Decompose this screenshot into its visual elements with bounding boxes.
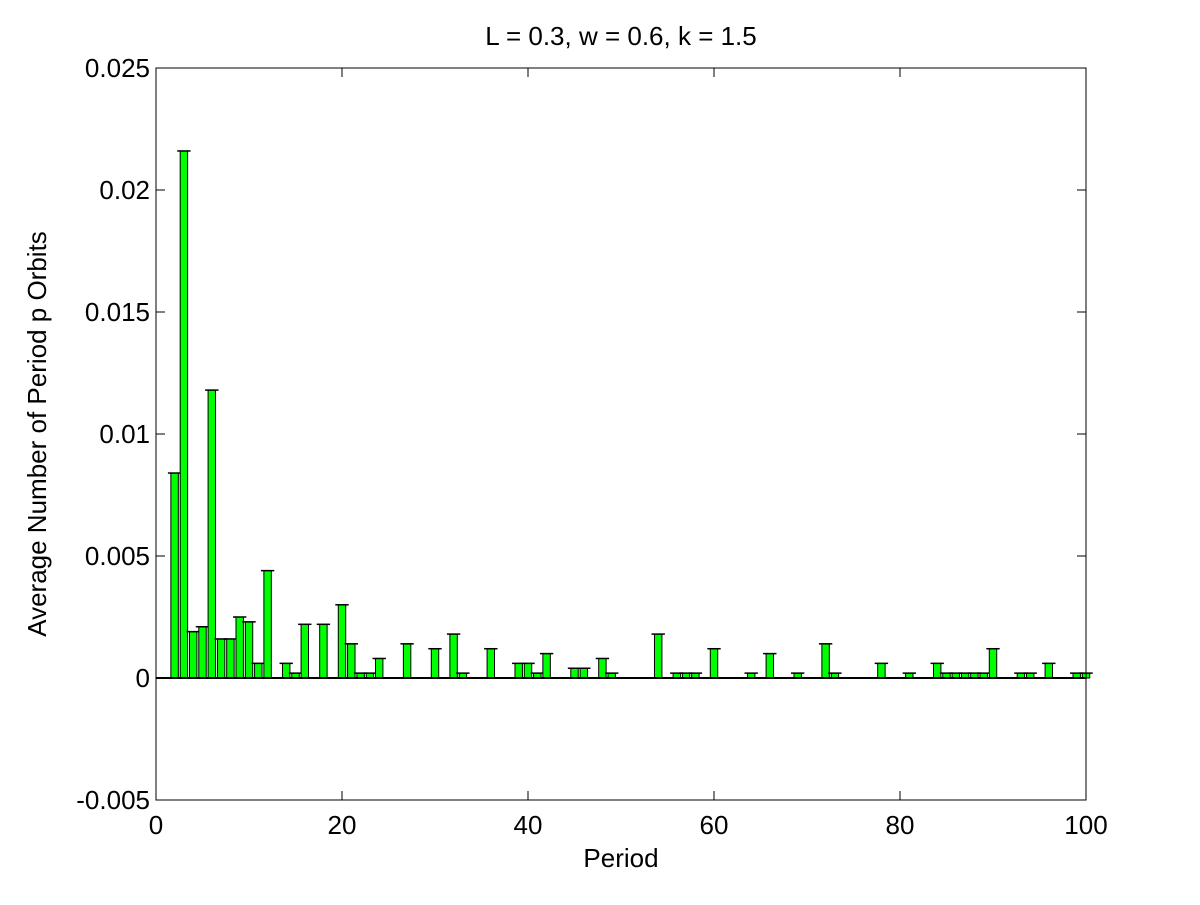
bar (207, 389, 217, 679)
bar (235, 616, 244, 679)
x-tick-label: 80 (886, 810, 915, 840)
y-tick-label: 0.02 (99, 175, 150, 205)
plot-area (156, 68, 1086, 800)
bar (337, 604, 347, 679)
bar (877, 662, 886, 679)
x-tick-label: 0 (149, 810, 163, 840)
bar (254, 662, 263, 679)
bar (709, 648, 719, 679)
bar (319, 623, 328, 679)
bar (579, 667, 589, 679)
x-tick-label: 100 (1064, 810, 1107, 840)
x-tick-label: 60 (700, 810, 729, 840)
bar (523, 662, 533, 679)
bar (402, 643, 412, 679)
bar (765, 653, 775, 679)
bar (374, 657, 384, 679)
bar (300, 623, 310, 679)
bar (486, 648, 496, 679)
bar (188, 631, 198, 679)
y-axis-label: Average Number of Period p Orbits (22, 231, 52, 637)
bar (542, 653, 551, 679)
y-tick-label: 0.01 (99, 419, 150, 449)
bar (263, 570, 272, 679)
bar (932, 662, 942, 679)
y-tick-label: 0.025 (85, 53, 150, 83)
bar (198, 626, 207, 679)
x-tick-label: 20 (328, 810, 357, 840)
bar (244, 621, 254, 679)
bar (216, 638, 226, 679)
bar (281, 662, 291, 679)
bar (430, 648, 440, 679)
bar (226, 638, 235, 679)
y-tick-label: 0.015 (85, 297, 150, 327)
bar (988, 648, 998, 679)
y-tick-label: -0.005 (76, 785, 150, 815)
bar (653, 633, 663, 679)
bar (514, 662, 523, 679)
ticks-group: 0 20 40 60 80 100-0.00500.0050.010.0150.020.0… (76, 53, 1107, 840)
y-tick-label: 0.005 (85, 541, 150, 571)
x-tick-label: 40 (514, 810, 543, 840)
bar (179, 150, 189, 679)
chart-title: L = 0.3, w = 0.6, k = 1.5 (485, 21, 757, 51)
y-tick-label: 0 (136, 663, 150, 693)
bar (449, 633, 458, 679)
bar (170, 472, 179, 679)
x-axis-label: Period (583, 843, 658, 873)
bar (598, 657, 607, 679)
bar (570, 667, 579, 679)
bar (1044, 662, 1054, 679)
